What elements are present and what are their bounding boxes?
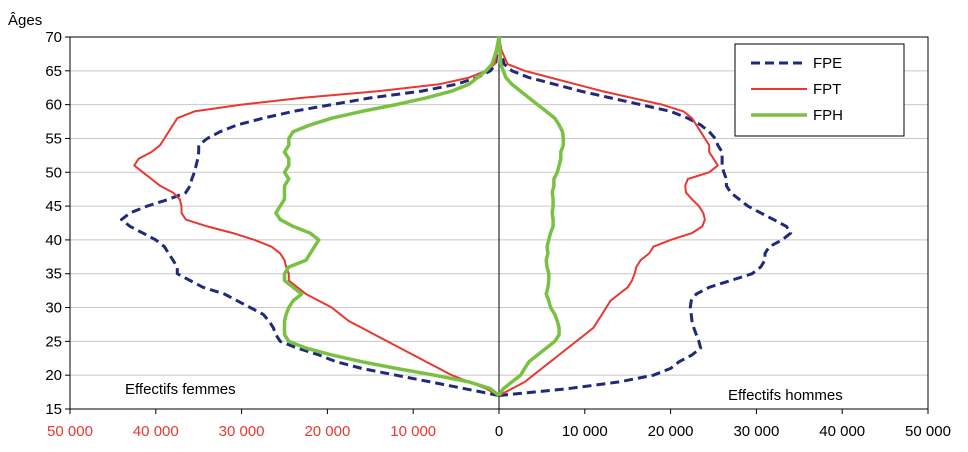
x-tick-label: 30 000 (219, 423, 265, 440)
y-tick-label: 55 (45, 130, 62, 147)
y-tick-label: 60 (45, 97, 62, 114)
y-tick-label: 25 (45, 333, 62, 350)
x-tick-label: 50 000 (905, 423, 951, 440)
y-tick-label: 70 (45, 29, 62, 46)
y-axis-label: Âges (8, 12, 42, 29)
y-tick-label: 45 (45, 198, 62, 215)
annotation-men: Effectifs hommes (728, 387, 843, 404)
y-tick-label: 35 (45, 266, 62, 283)
x-tick-label: 0 (495, 423, 503, 440)
x-tick-label: 30 000 (733, 423, 779, 440)
series-fpt-women-line (133, 36, 500, 397)
legend-label-fpe: FPE (813, 55, 842, 72)
x-tick-label: 10 000 (390, 423, 436, 440)
x-tick-label: 20 000 (304, 423, 350, 440)
x-tick-label: 20 000 (648, 423, 694, 440)
series-fpe-women-line (120, 36, 501, 397)
y-tick-label: 15 (45, 401, 62, 418)
series-fpt-men-line (498, 36, 719, 397)
x-tick-label: 40 000 (819, 423, 865, 440)
x-tick-label: 10 000 (562, 423, 608, 440)
x-axis-ticks: 50 000 40 000 30 000 20 000 10 000 0 10 000 20 … (47, 409, 951, 440)
x-tick-label: 50 000 (47, 423, 93, 440)
y-tick-label: 20 (45, 367, 62, 384)
legend-label-fpt: FPT (813, 81, 841, 98)
series-fph-women-line (274, 36, 501, 397)
legend: FPE FPT FPH (734, 43, 905, 137)
series-lines (120, 36, 793, 397)
y-tick-label: 50 (45, 164, 62, 181)
y-tick-label: 30 (45, 300, 62, 317)
legend-label-fph: FPH (813, 107, 843, 124)
x-tick-label: 40 000 (133, 423, 179, 440)
y-axis-ticks: 15 20 25 30 35 40 45 50 55 60 65 70 (45, 29, 70, 418)
series-fph-men-line (497, 36, 566, 397)
y-tick-label: 40 (45, 232, 62, 249)
y-tick-label: 65 (45, 63, 62, 80)
annotation-women: Effectifs femmes (125, 381, 236, 398)
